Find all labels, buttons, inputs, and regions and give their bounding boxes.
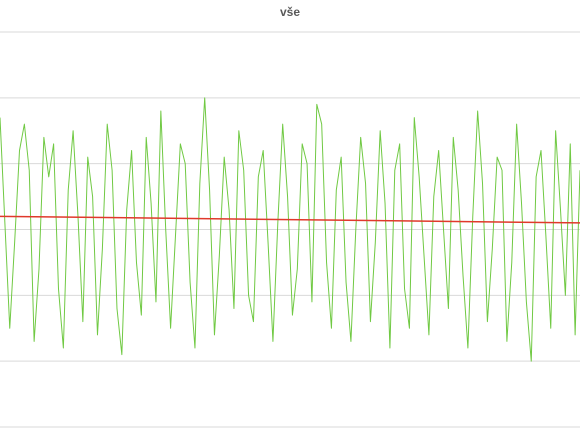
chart-title: vše [280,5,300,19]
trend-line [0,215,580,224]
data-line [0,97,580,362]
